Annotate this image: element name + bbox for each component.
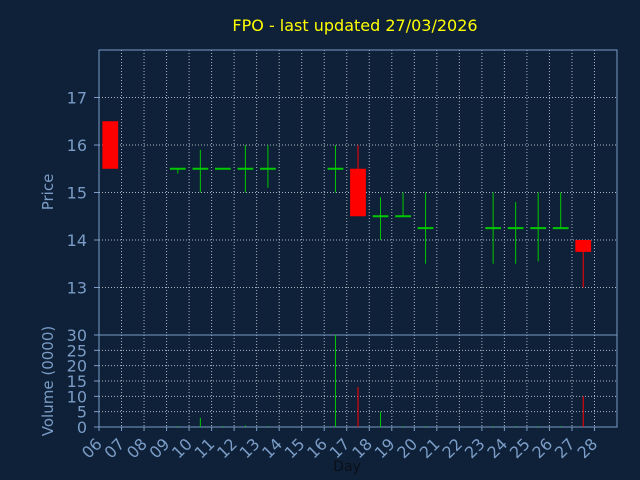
price-y-tick-label: 13 — [67, 279, 87, 298]
price-axis-label: Price — [39, 174, 57, 211]
volume-axis-label: Volume (0000) — [39, 326, 57, 436]
price-y-tick-label: 16 — [67, 136, 87, 155]
volume-y-tick-label: 25 — [67, 341, 87, 360]
candle-body-06 — [102, 121, 119, 169]
x-axis-label: Day — [333, 459, 361, 475]
candlestick-series — [102, 121, 592, 288]
candle-body-27 — [575, 240, 592, 252]
price-y-tick-label: 14 — [67, 231, 87, 250]
candle-body-17 — [350, 168, 366, 217]
volume-y-tick-label: 10 — [67, 387, 87, 406]
volume-y-tick-label: 20 — [67, 357, 87, 376]
chart-title: FPO - last updated 27/03/2026 — [232, 16, 477, 35]
volume-series — [177, 335, 584, 427]
volume-y-tick-label: 15 — [67, 372, 87, 391]
price-y-tick-labels: 13 14 15 16 17 — [67, 89, 99, 298]
volume-y-tick-label: 0 — [77, 418, 87, 437]
volume-y-tick-label: 5 — [77, 403, 87, 422]
price-y-tick-label: 15 — [67, 184, 87, 203]
volume-y-tick-label: 30 — [67, 326, 87, 345]
price-y-tick-label: 17 — [67, 89, 87, 108]
